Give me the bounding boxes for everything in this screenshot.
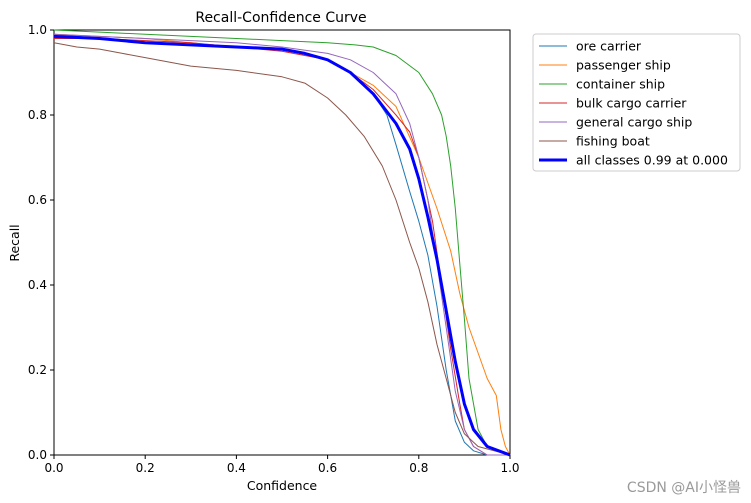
x-tick-label: 0.4 [227, 461, 246, 475]
y-tick-label: 0.4 [28, 278, 47, 292]
x-axis-label: Confidence [247, 478, 318, 493]
y-axis-label: Recall [7, 224, 22, 261]
legend-label: ore carrier [576, 39, 642, 54]
legend-label: all classes 0.99 at 0.000 [576, 153, 728, 168]
series-line-fishing-boat [53, 42, 511, 456]
series-line-passenger-ship [53, 33, 511, 456]
legend-label: general cargo ship [576, 115, 692, 130]
legend-label: bulk cargo carrier [576, 96, 687, 111]
legend-box [532, 33, 741, 172]
legend: ore carrier passenger ship container ship b… [532, 33, 741, 172]
x-tick-label: 1.0 [500, 461, 519, 475]
y-tick-label: 1.0 [28, 23, 47, 37]
series-line-container-ship [53, 29, 511, 456]
y-tick-label: 0.8 [28, 108, 47, 122]
x-tick-label: 0.2 [136, 461, 155, 475]
y-tick-label: 0.6 [28, 193, 47, 207]
legend-label: fishing boat [576, 134, 650, 149]
y-axis: 0.0 0.2 0.4 0.6 0.8 1.0 [28, 23, 54, 462]
series-line-ore-carrier [53, 33, 510, 456]
legend-label: container ship [576, 77, 665, 92]
y-tick-label: 0.0 [28, 448, 47, 462]
series-line-all-classes-0-99-at-0-000 [53, 34, 511, 457]
y-tick-label: 0.2 [28, 363, 47, 377]
legend-label: passenger ship [576, 58, 671, 73]
plot-lines [53, 29, 511, 457]
watermark: CSDN @AI小怪兽 [626, 480, 741, 496]
series-line-bulk-cargo-carrier [54, 38, 510, 456]
x-tick-label: 0.6 [318, 461, 337, 475]
x-axis: 0.0 0.2 0.4 0.6 0.8 1.0 [44, 455, 520, 475]
plot-frame [53, 29, 511, 456]
x-tick-label: 0.8 [409, 461, 428, 475]
chart-title: Recall-Confidence Curve [195, 10, 366, 26]
x-tick-label: 0.0 [44, 461, 63, 475]
series-line-general-cargo-ship [53, 33, 510, 456]
